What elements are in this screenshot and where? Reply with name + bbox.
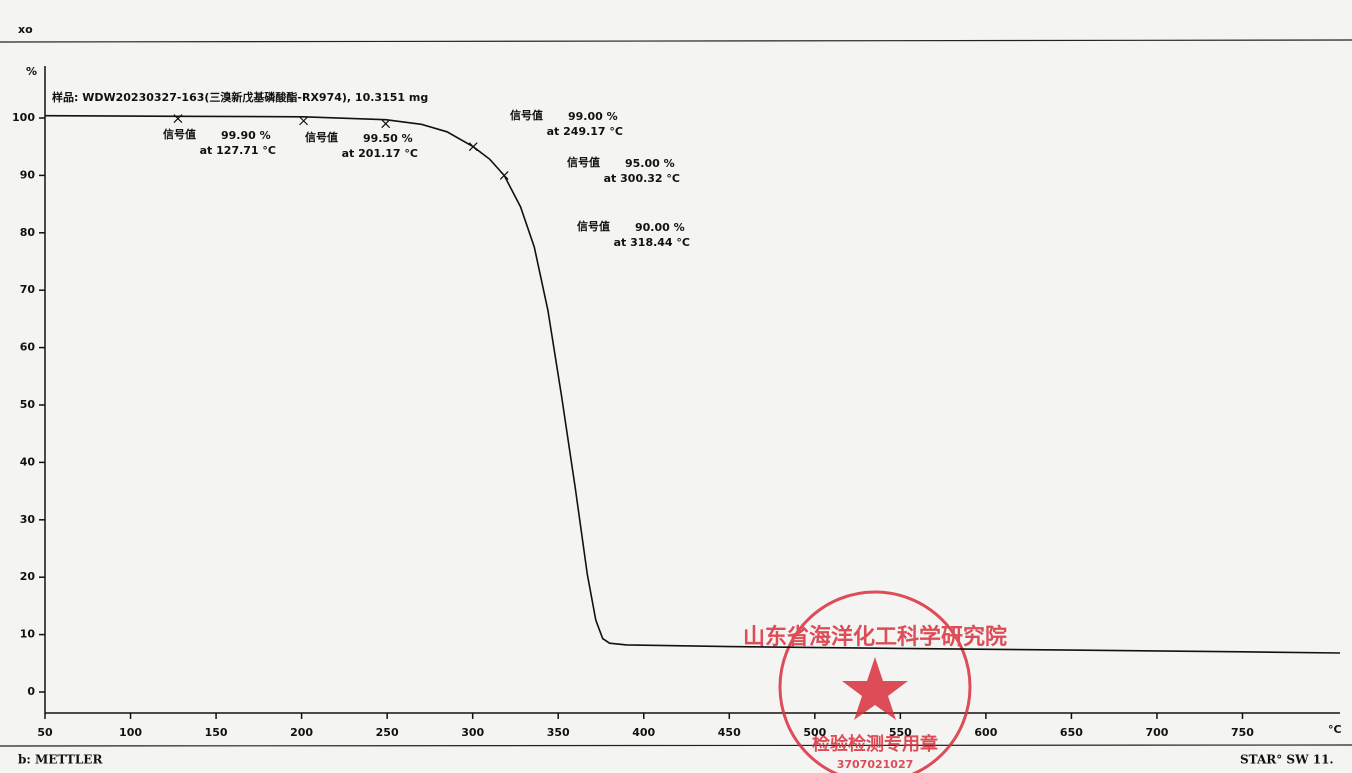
marker-label: 信号值 [577, 219, 610, 233]
stamp-inner: 检验检测专用章 [812, 733, 938, 755]
y-tick-label: 0 [27, 685, 35, 698]
y-tick-label: 50 [20, 398, 36, 411]
top-rule [0, 39, 1352, 43]
marker-label: 信号值 [567, 155, 600, 169]
x-tick-label: 200 [290, 726, 313, 739]
x-axis-label: °C [1328, 723, 1342, 736]
y-tick-label: 80 [20, 226, 36, 239]
marker-temp: at 201.17 °C [342, 147, 418, 160]
stamp-number: 3707021027 [837, 758, 914, 771]
x-tick-label: 50 [37, 726, 53, 739]
x-tick-label: 700 [1145, 726, 1168, 739]
marker-value: 90.00 % [635, 221, 685, 234]
x-tick-label: 250 [376, 726, 399, 739]
stamp-outer: 山东省海洋化工科学研究院 [743, 624, 1007, 650]
x-tick-label: 400 [632, 726, 655, 739]
y-tick-label: 30 [20, 513, 36, 526]
footer-left: b: METTLER [18, 753, 103, 767]
stamp-ring [778, 590, 972, 773]
marker-value: 99.50 % [363, 132, 413, 145]
stamp-star [842, 657, 908, 720]
marker [173, 114, 183, 123]
bottom-rule [0, 744, 1352, 747]
marker-label: 信号值 [305, 130, 338, 144]
marker-temp: at 127.71 °C [200, 144, 276, 157]
marker-temp: at 249.17 °C [547, 125, 623, 138]
x-tick-label: 450 [718, 726, 741, 739]
marker-temp: at 300.32 °C [604, 172, 680, 185]
marker [381, 119, 391, 129]
marker-temp: at 318.44 °C [614, 236, 690, 249]
marker-label: 信号值 [510, 108, 543, 122]
y-tick-label: 20 [20, 570, 36, 583]
footer-right: STAR° SW 11. [1240, 753, 1334, 767]
y-tick-label: 60 [20, 341, 36, 354]
header: xo [18, 23, 33, 36]
y-tick-label: 40 [20, 455, 36, 468]
x-tick-label: 650 [1060, 726, 1083, 739]
y-tick-label: 100 [12, 111, 35, 124]
x-tick-label: 550 [889, 726, 912, 739]
y-tick-label: 90 [20, 168, 36, 181]
x-tick-label: 500 [803, 726, 826, 739]
stamp: 山东省海洋化工科学研究院 检验检测专用章 3707021027 [743, 590, 1007, 773]
marker [299, 116, 309, 126]
x-tick-label: 600 [974, 726, 997, 739]
marker-value: 99.00 % [568, 110, 618, 123]
marker-value: 95.00 % [625, 157, 675, 170]
x-tick-label: 750 [1231, 726, 1254, 739]
y-tick-label: 70 [20, 283, 36, 296]
marker [499, 170, 509, 180]
marker [468, 142, 478, 152]
x-tick-label: 300 [461, 726, 484, 739]
x-tick-label: 350 [547, 726, 570, 739]
y-tick-label: 10 [20, 628, 36, 641]
x-tick-label: 100 [119, 726, 142, 739]
chart-title: 样品: WDW20230327-163(三溴新戊基磷酸酯-RX974), 10.… [52, 90, 428, 104]
y-axis-label: % [26, 65, 37, 78]
tga-curve [44, 114, 1341, 654]
marker-value: 99.90 % [221, 129, 271, 142]
marker-label: 信号值 [163, 127, 196, 141]
x-tick-label: 150 [205, 726, 228, 739]
